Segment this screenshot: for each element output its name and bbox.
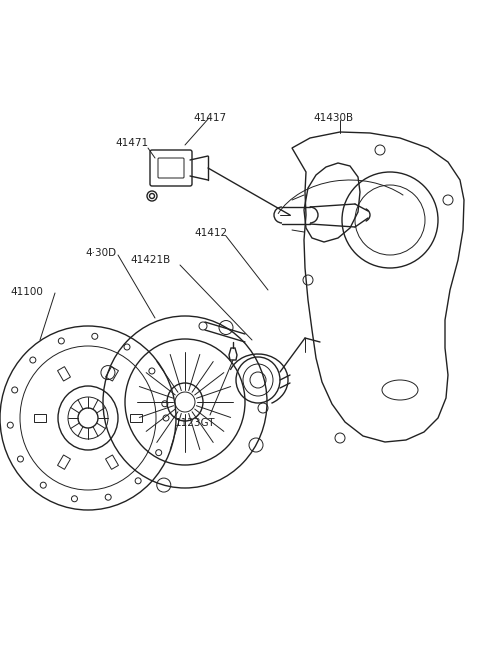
Text: 1123GT: 1123GT <box>175 418 216 428</box>
Text: 41417: 41417 <box>193 113 226 123</box>
Text: 41100: 41100 <box>10 287 43 297</box>
Text: 41471: 41471 <box>115 138 148 148</box>
Text: 41412: 41412 <box>194 228 227 238</box>
Text: 4·30D: 4·30D <box>85 248 116 258</box>
Text: 41421B: 41421B <box>130 255 170 265</box>
Text: 41430B: 41430B <box>313 113 353 123</box>
